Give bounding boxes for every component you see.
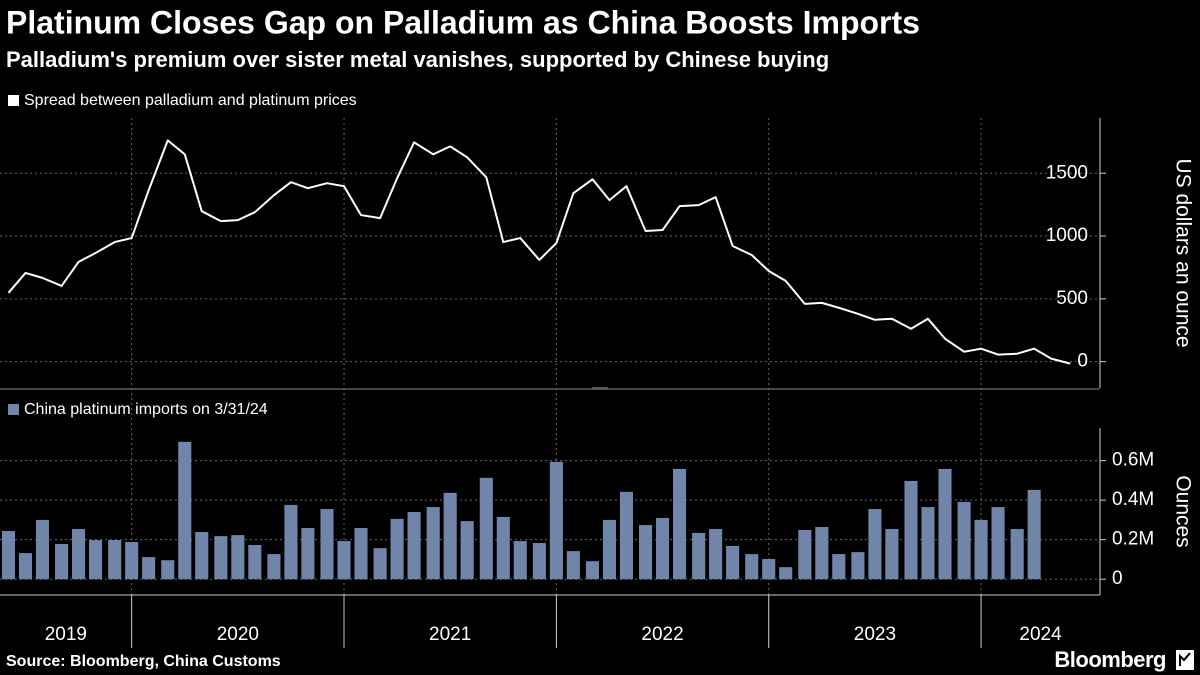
logo: Bloomberg [1054, 647, 1166, 672]
bar [1027, 489, 1041, 580]
bar [1010, 528, 1024, 580]
x-tick-label: 2021 [429, 624, 471, 645]
bar [513, 541, 527, 580]
bar [585, 561, 600, 580]
bar [373, 548, 387, 580]
bar [337, 541, 351, 580]
x-tick-label: 2022 [641, 624, 683, 645]
bar [178, 441, 192, 580]
bar [248, 544, 262, 580]
logo-icon-mark [1179, 652, 1191, 666]
bar [798, 529, 812, 580]
bar [108, 540, 122, 580]
bar [496, 516, 510, 580]
bar [231, 535, 245, 580]
bar [443, 492, 457, 580]
bar [921, 507, 935, 580]
bar [779, 567, 793, 580]
bar [602, 519, 617, 580]
bar [832, 554, 846, 580]
bar [214, 536, 228, 580]
legend-label: Spread between palladium and platinum pr… [24, 92, 357, 109]
bar [354, 528, 368, 580]
bar [426, 507, 440, 580]
bar [142, 557, 156, 580]
bar [479, 477, 493, 580]
bar [460, 521, 474, 580]
bar [35, 519, 50, 580]
bar [195, 531, 209, 580]
bar [1, 530, 16, 580]
bar [407, 511, 421, 580]
bar [885, 528, 899, 580]
y-tick-label: 500 [1056, 288, 1088, 309]
bar [726, 545, 740, 580]
bar [55, 544, 69, 580]
bar [161, 560, 175, 580]
bar [851, 552, 865, 580]
legend-label: China platinum imports on 3/31/24 [24, 401, 268, 418]
bar [957, 501, 971, 580]
bar [938, 468, 952, 580]
bar [72, 528, 86, 580]
source: Source: Bloomberg, China Customs [6, 653, 281, 670]
y-tick-label: 1000 [1046, 225, 1088, 246]
bar [991, 507, 1005, 580]
y-axis-title: US dollars an ounce [1171, 158, 1194, 347]
bar [284, 504, 298, 580]
y-tick-label: 0.4M [1112, 489, 1154, 510]
bar [320, 509, 334, 580]
panel-handle [592, 387, 608, 390]
y-tick-label: 0.2M [1112, 529, 1154, 550]
x-tick-label: 2020 [217, 624, 259, 645]
bar [815, 527, 829, 580]
bar [566, 551, 580, 580]
bar [390, 518, 404, 580]
bar [549, 461, 563, 580]
bar [639, 525, 653, 580]
x-tick-label: 2024 [1019, 624, 1062, 645]
bar [18, 553, 33, 580]
legend-swatch [8, 404, 19, 415]
line [7, 139, 1071, 365]
bar [762, 559, 776, 580]
bar [745, 554, 759, 580]
bar [868, 509, 882, 580]
x-tick-label: 2023 [854, 624, 896, 645]
bar [267, 554, 281, 580]
legend-swatch [8, 95, 19, 106]
y-tick-label: 0 [1112, 568, 1123, 589]
bar [125, 542, 139, 580]
chart-subtitle: Palladium's premium over sister metal va… [6, 47, 829, 72]
bar [656, 517, 670, 580]
bar [904, 480, 918, 580]
bar [692, 532, 706, 580]
y-tick-label: 0 [1077, 351, 1088, 372]
bar [89, 540, 103, 580]
y-axis-title: Ounces [1171, 475, 1194, 547]
y-tick-label: 0.6M [1112, 450, 1154, 471]
chart-title: Platinum Closes Gap on Palladium as Chin… [6, 4, 920, 40]
x-tick-label: 2019 [45, 624, 87, 645]
bar [301, 528, 315, 580]
bar [974, 519, 988, 580]
bar [672, 468, 687, 580]
y-tick-label: 1500 [1046, 162, 1088, 183]
bar [709, 528, 723, 580]
bar [532, 543, 546, 580]
bar [619, 491, 633, 580]
